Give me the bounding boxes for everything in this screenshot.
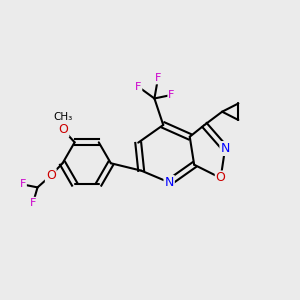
Text: F: F [155,74,161,83]
Text: N: N [220,142,230,155]
Text: O: O [216,172,226,184]
Text: F: F [20,179,26,190]
Text: N: N [164,176,174,189]
Text: F: F [135,82,141,92]
Text: CH₃: CH₃ [54,112,73,122]
Text: O: O [58,124,68,136]
Text: F: F [30,198,36,208]
Text: O: O [46,169,56,182]
Text: F: F [168,90,175,100]
